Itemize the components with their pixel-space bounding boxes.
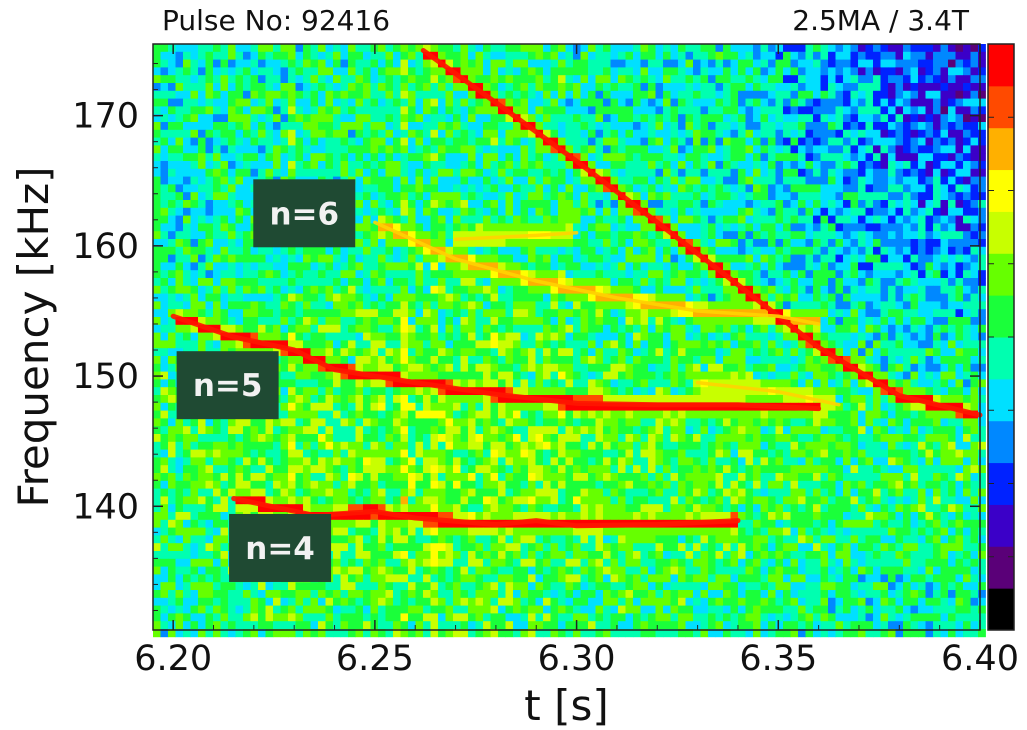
annotation-box <box>176 351 279 420</box>
plasma-conditions-label: 2.5MA / 3.4T <box>792 4 969 37</box>
y-tick-label: 150 <box>72 357 139 397</box>
y-tick-label: 140 <box>72 487 139 527</box>
y-axis-label: Frequency [kHz] <box>9 166 58 507</box>
x-tick-label: 6.20 <box>134 639 212 679</box>
annotation-box <box>253 179 356 248</box>
mode-trace-4 <box>170 313 822 412</box>
x-tick-label: 6.35 <box>739 639 817 679</box>
mode-annotations: n=6 n=5 n=4 <box>176 179 356 582</box>
plot-frame <box>152 43 981 631</box>
mode-label: n=6 <box>269 196 339 232</box>
y-tick-label: 170 <box>72 97 139 137</box>
axes: 6.20 6.25 6.30 6.35 6.40 140 150 160 170 <box>72 44 1019 679</box>
y-tick-label: 160 <box>72 227 139 267</box>
pulse-number-label: Pulse No: 92416 <box>162 4 391 37</box>
x-tick-label: 6.40 <box>941 639 1019 679</box>
mode-trace-3 <box>453 231 579 242</box>
x-tick-label: 6.30 <box>538 639 616 679</box>
spectrogram-heatmap <box>153 44 986 638</box>
mode-label: n=5 <box>193 368 263 404</box>
colorbar <box>987 43 1015 631</box>
mode-trace-6 <box>231 496 741 529</box>
mode-trace-2 <box>373 220 821 326</box>
annotation-box <box>229 513 332 582</box>
mode-traces <box>170 48 983 529</box>
x-axis-label: t [s] <box>524 681 608 730</box>
x-tick-label: 6.25 <box>336 639 414 679</box>
mode-trace-1 <box>420 48 983 418</box>
mode-trace-5 <box>695 380 841 407</box>
mode-label: n=4 <box>245 531 315 567</box>
